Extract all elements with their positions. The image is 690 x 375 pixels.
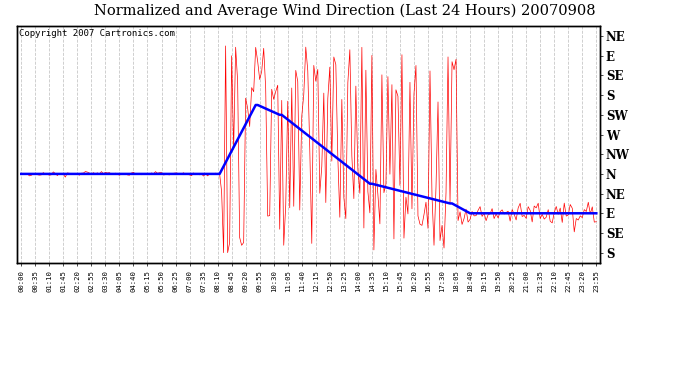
Text: Normalized and Average Wind Direction (Last 24 Hours) 20070908: Normalized and Average Wind Direction (L… — [95, 4, 595, 18]
Text: Copyright 2007 Cartronics.com: Copyright 2007 Cartronics.com — [19, 28, 175, 38]
